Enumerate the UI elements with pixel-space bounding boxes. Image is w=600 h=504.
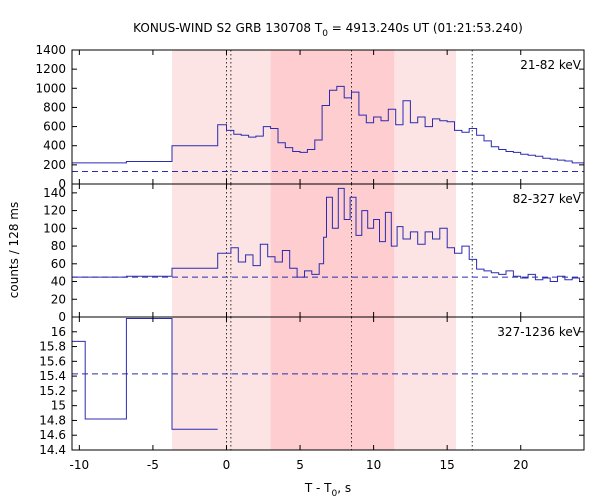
light-curve-3	[72, 318, 218, 430]
energy-band-label: 21-82 keV	[520, 58, 582, 72]
y-tick-label: 0	[58, 177, 66, 191]
y-tick-label: 1000	[35, 81, 66, 95]
y-axis-label: counts / 128 ms	[7, 202, 21, 298]
x-tick-label: 0	[223, 458, 231, 472]
light-curve-2	[72, 187, 584, 282]
y-tick-label: 40	[51, 275, 66, 289]
y-tick-label: 15.2	[39, 384, 66, 398]
y-tick-label: 120	[43, 204, 66, 218]
y-tick-label: 1400	[35, 43, 66, 57]
energy-band-label: 327-1236 keV	[497, 325, 581, 339]
y-tick-label: 14.6	[39, 428, 66, 442]
x-tick-label: 10	[366, 458, 381, 472]
y-tick-label: 15.8	[39, 340, 66, 354]
x-tick-label: 15	[440, 458, 455, 472]
y-tick-label: 14.4	[39, 443, 66, 457]
panel-2: 0 20 40 60 80 100 120 140 82-327 keV	[43, 183, 585, 324]
y-tick-label: 140	[43, 186, 66, 200]
energy-band-label: 82-327 keV	[513, 192, 582, 206]
x-tick-label: -5	[147, 458, 159, 472]
x-tick-label: -10	[70, 458, 90, 472]
x-tick-label: 5	[296, 458, 304, 472]
y-tick-label: 0	[58, 310, 66, 324]
y-tick-label: 14.8	[39, 413, 66, 427]
x-tick-label: 20	[513, 458, 528, 472]
y-tick-label: 100	[43, 221, 66, 235]
y-tick-label: 800	[43, 100, 66, 114]
panel-1: 0 200 400 600 800 1000 1200 1400 21-82 keV	[35, 43, 585, 191]
y-tick-label: 20	[51, 292, 66, 306]
y-tick-label: 1200	[35, 62, 66, 76]
panel-frame	[71, 316, 585, 451]
shaded-interval-2	[270, 317, 395, 450]
y-tick-label: 80	[51, 239, 66, 253]
y-tick-label: 16	[51, 325, 66, 339]
y-tick-label: 400	[43, 139, 66, 153]
y-tick-label: 600	[43, 120, 66, 134]
y-tick-label: 15.6	[39, 354, 66, 368]
y-tick-label: 200	[43, 158, 66, 172]
light-curve-1	[72, 85, 584, 164]
y-tick-label: 60	[51, 257, 66, 271]
y-tick-label: 15.4	[39, 369, 66, 383]
y-tick-label: 15	[51, 399, 66, 413]
x-axis-label: T - T0, s	[304, 481, 351, 499]
chart-title: KONUS-WIND S2 GRB 130708 T0 = 4913.240s …	[133, 21, 523, 39]
